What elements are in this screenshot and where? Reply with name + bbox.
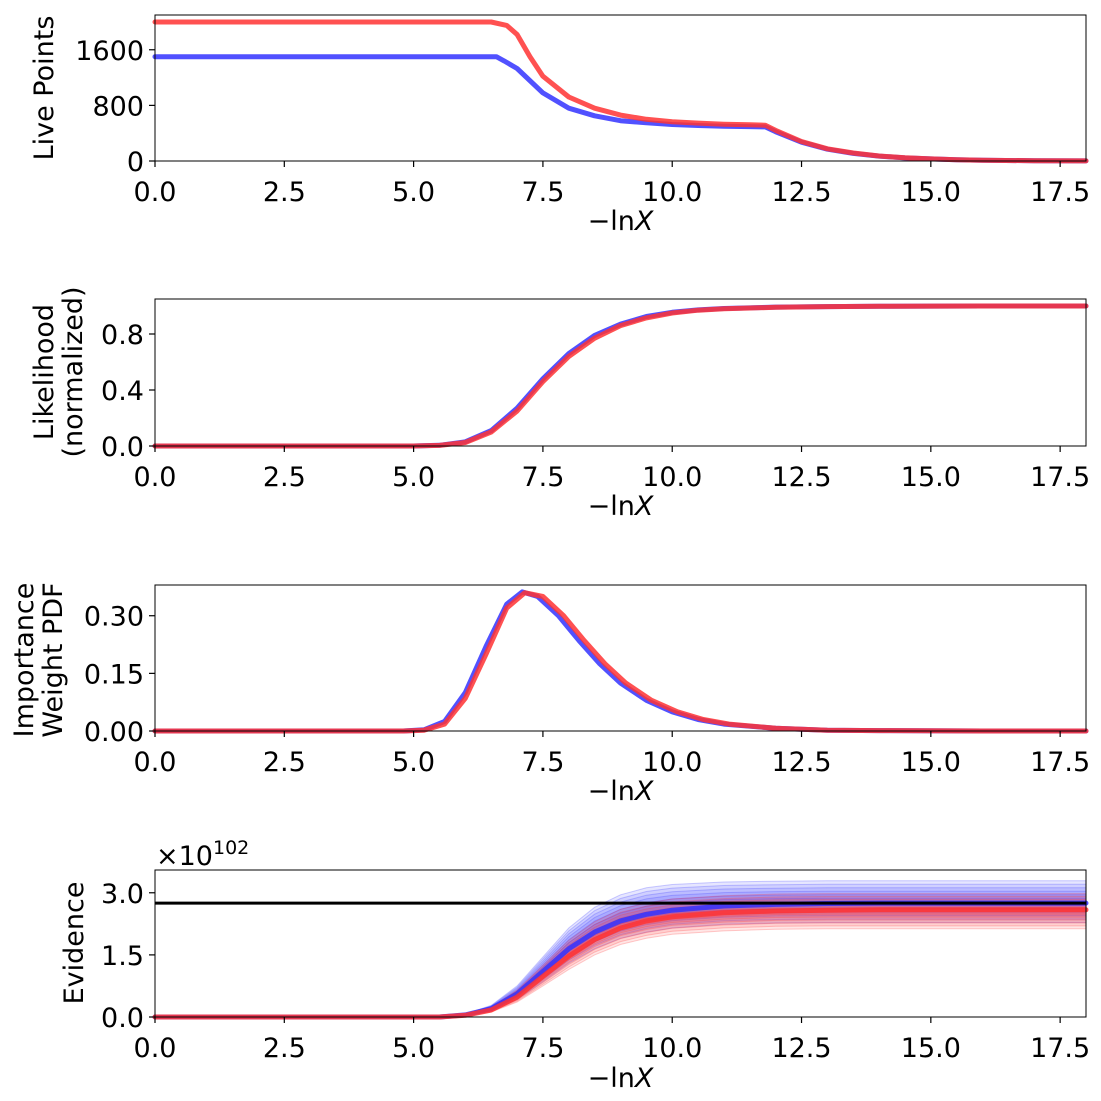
series-line-red [152,907,1089,1020]
x-tick-label: 7.5 [521,747,564,778]
x-tick-label: 7.5 [521,177,564,208]
x-axis-label: −lnX [588,1063,654,1094]
x-tick-label: 12.5 [771,462,831,493]
x-axis-label: −lnX [588,491,654,522]
x-tick-label: 0.0 [134,462,177,493]
x-tick-label: 15.0 [901,1033,961,1064]
x-tick-label: 12.5 [771,1033,831,1064]
x-axis-label: −lnX [588,206,654,237]
panel-likelihood: 0.0 2.5 5.0 7.5 10.0 12.5 15.0 17.5 0.0 0.4 0.8 −… [29,286,1090,522]
y-tick-label: 1.5 [101,941,144,972]
x-tick-label: 15.0 [901,177,961,208]
y-tick-label: 3.0 [101,879,144,910]
y-tick-label: 0.8 [101,320,144,351]
x-tick-label: 7.5 [521,1033,564,1064]
x-tick-label: 17.5 [1030,177,1090,208]
y-axis-label: Likelihood [29,304,60,440]
x-tick-label: 10.0 [642,1033,702,1064]
x-tick-label: 2.5 [263,747,306,778]
axes-frame [154,584,1087,732]
y-axis-label-line-2: (normalized) [58,286,89,457]
series-line-red [152,303,1089,449]
panel-importance-weight: 0.0 2.5 5.0 7.5 10.0 12.5 15.0 17.5 0.00 0.15 0.3… [9,582,1090,807]
y-tick-label: 800 [92,91,144,122]
x-tick-label: 17.5 [1030,462,1090,493]
y-axis-label-line-2: Weight PDF [38,582,69,737]
x-tick-label: 10.0 [642,177,702,208]
series-line-red [152,19,1089,164]
y-tick-label: 0.0 [101,1003,144,1034]
y-tick-label: 0.00 [84,717,144,748]
y-axis-label: Importance [9,583,40,738]
x-tick-label: 2.5 [263,1033,306,1064]
x-tick-label: 5.0 [392,462,435,493]
x-tick-label: 7.5 [521,462,564,493]
y-tick-label: 0.4 [101,376,144,407]
y-tick-label: 0 [127,147,144,178]
y-tick-label: 0.0 [101,432,144,463]
x-tick-label: 2.5 [263,462,306,493]
x-tick-label: 5.0 [392,747,435,778]
x-tick-label: 12.5 [771,177,831,208]
panel-evidence: 0.0 2.5 5.0 7.5 10.0 12.5 15.0 17.5 0.0 1.5 3.0 −… [59,837,1090,1094]
x-tick-label: 15.0 [901,462,961,493]
y-tick-label: 0.15 [84,659,144,690]
y-axis-label: Live Points [29,16,60,161]
axes-frame [154,14,1087,162]
x-tick-label: 10.0 [642,462,702,493]
x-tick-label: 0.0 [134,177,177,208]
y-tick-label: 0.30 [84,602,144,633]
x-tick-label: 17.5 [1030,747,1090,778]
x-tick-label: 10.0 [642,747,702,778]
axes-frame [154,298,1087,447]
y-axis-label: Evidence [59,882,90,1005]
x-tick-label: 5.0 [392,1033,435,1064]
x-axis-label: −lnX [588,776,654,807]
x-tick-label: 5.0 [392,177,435,208]
x-tick-label: 12.5 [771,747,831,778]
x-tick-label: 0.0 [134,747,177,778]
x-tick-label: 2.5 [263,177,306,208]
y-tick-label: 1600 [75,36,144,67]
panel-live-points: 0.0 2.5 5.0 7.5 10.0 12.5 15.0 17.5 0 800 1600 −l… [29,14,1090,237]
x-tick-label: 15.0 [901,747,961,778]
axes-frame [154,869,1087,1018]
offset-text: ×10102 [156,837,249,872]
x-tick-label: 0.0 [134,1033,177,1064]
series-line-red [152,590,1089,734]
x-tick-label: 17.5 [1030,1033,1090,1064]
